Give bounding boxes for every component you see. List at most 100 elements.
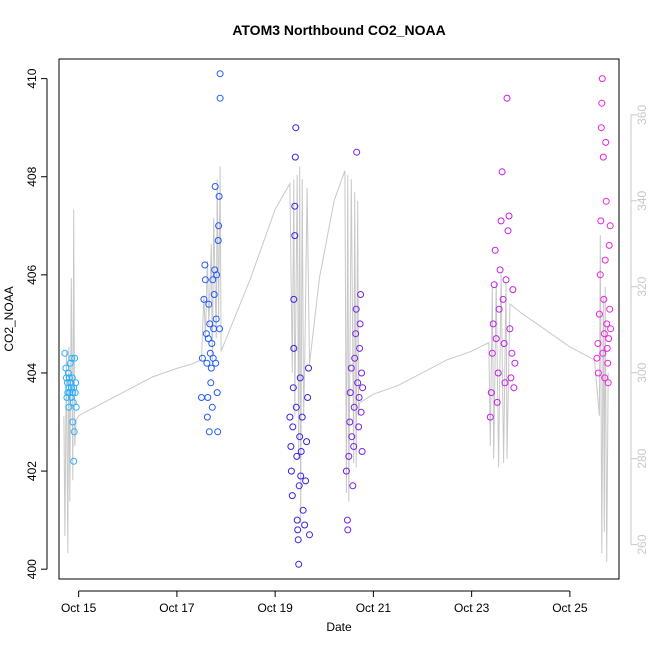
y2-tick-label: 320: [635, 276, 649, 296]
data-point: [288, 492, 296, 500]
data-point: [359, 384, 367, 392]
data-point: [349, 482, 357, 490]
chart-title: ATOM3 Northbound CO2_NOAA: [232, 22, 445, 38]
data-point: [296, 433, 304, 441]
data-point: [305, 364, 312, 372]
data-point: [210, 291, 218, 298]
data-point: [292, 124, 300, 132]
data-point: [198, 394, 205, 401]
data-point: [70, 457, 78, 465]
data-point: [67, 384, 75, 392]
data-point: [216, 325, 224, 333]
data-point: [595, 310, 603, 318]
data-point: [358, 369, 366, 377]
data-point: [287, 467, 295, 475]
data-point: [604, 379, 612, 387]
data-point: [594, 340, 602, 347]
data-point: [497, 217, 505, 225]
data-point: [490, 281, 498, 289]
data-point: [509, 286, 517, 294]
data-point: [216, 70, 224, 78]
data-point: [72, 379, 80, 387]
data-point: [498, 168, 506, 176]
x-tick-label: Oct 15: [61, 601, 97, 615]
data-point: [348, 433, 356, 441]
data-point: [354, 379, 362, 387]
data-point: [350, 403, 358, 411]
data-point: [306, 531, 313, 539]
data-point: [299, 506, 307, 514]
data-point: [214, 237, 222, 244]
data-point: [495, 305, 503, 313]
data-point: [357, 408, 365, 416]
data-point: [293, 452, 301, 460]
data-point: [342, 467, 350, 475]
data-point: [216, 94, 224, 102]
y-axis: 400 402 404 406 408 410: [25, 68, 48, 579]
data-point: [293, 516, 301, 524]
data-point: [494, 369, 502, 377]
secondary-line: [63, 166, 609, 562]
data-point: [68, 354, 76, 362]
data-point: [501, 379, 509, 387]
data-point: [204, 335, 212, 343]
data-point: [344, 526, 352, 534]
data-point: [206, 320, 214, 328]
data-point: [493, 398, 501, 406]
x-tick-label: Oct 23: [454, 601, 490, 615]
data-point: [357, 291, 365, 298]
data-point: [64, 369, 72, 377]
data-point: [198, 354, 206, 362]
data-point: [287, 443, 295, 450]
data-point: [294, 526, 302, 534]
y2-tick-label: 300: [635, 362, 649, 382]
data-point: [205, 300, 213, 308]
data-point: [499, 295, 507, 303]
data-point: [496, 266, 504, 274]
data-point: [295, 482, 303, 490]
data-point: [290, 344, 298, 352]
data-point: [286, 413, 294, 421]
data-point: [606, 222, 614, 230]
data-point: [504, 227, 512, 235]
points-layer: [61, 70, 615, 568]
data-point: [603, 320, 611, 328]
data-point: [215, 222, 223, 230]
data-point: [598, 75, 606, 83]
data-point: [207, 364, 215, 372]
y2-tick-label: 360: [635, 105, 649, 125]
y2-tick-label: 280: [635, 448, 649, 468]
data-point: [353, 148, 361, 156]
data-point: [292, 403, 300, 411]
data-point: [68, 374, 76, 382]
data-point: [351, 354, 359, 362]
point-series-5: [486, 94, 519, 421]
data-point: [347, 364, 355, 372]
data-point: [601, 374, 609, 382]
data-point: [291, 232, 299, 240]
data-point: [289, 423, 297, 431]
data-point: [598, 99, 606, 107]
data-point: [604, 359, 612, 367]
x-axis: Oct 15 Oct 17 Oct 19 Oct 21 Oct 23 Oct 25: [61, 590, 588, 615]
data-point: [65, 403, 73, 411]
data-point: [605, 241, 613, 249]
data-point: [71, 354, 79, 362]
data-point: [346, 418, 354, 426]
data-point: [352, 305, 360, 313]
data-point: [511, 359, 519, 367]
data-point: [290, 295, 298, 303]
data-point: [70, 428, 78, 436]
data-point: [304, 394, 312, 401]
y-tick-label: 406: [25, 265, 39, 285]
data-point: [298, 413, 306, 421]
data-point: [302, 477, 310, 485]
point-series-4: [342, 148, 367, 534]
data-point: [358, 448, 366, 455]
point-series-3: [286, 124, 313, 568]
data-point: [489, 320, 497, 328]
y-tick-label: 402: [25, 461, 39, 481]
x-tick-label: Oct 17: [159, 601, 195, 615]
y2-tick-label: 260: [635, 534, 649, 554]
data-point: [215, 192, 223, 200]
